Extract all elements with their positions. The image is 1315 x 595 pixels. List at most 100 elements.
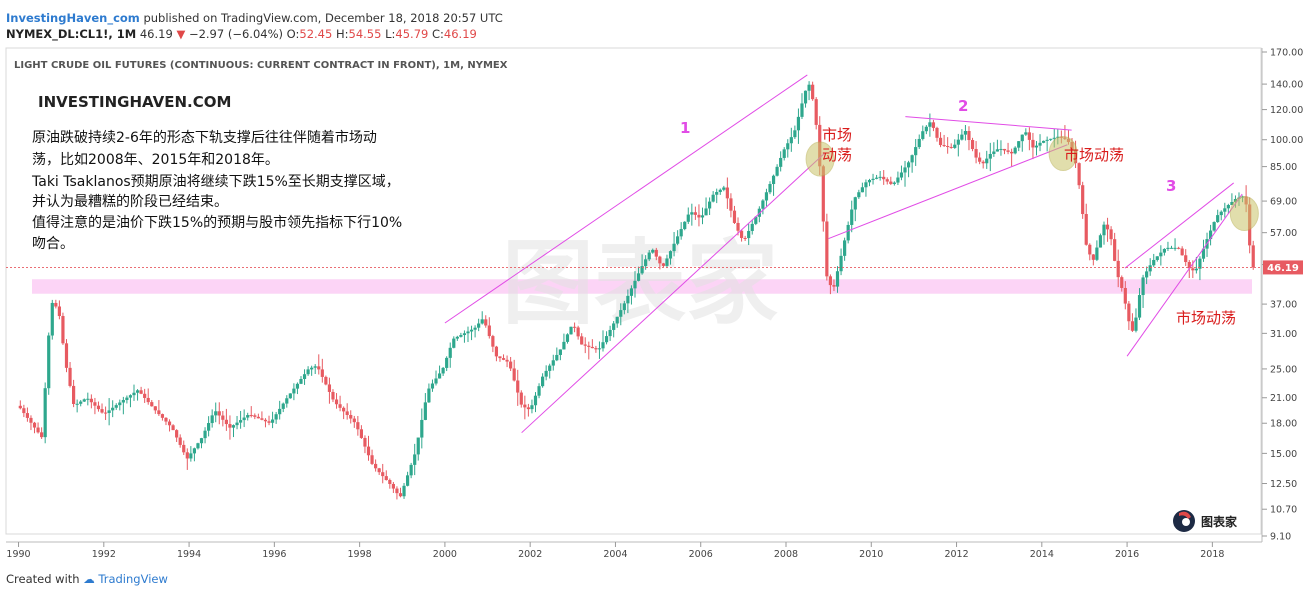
y-tick-label: 31.00 (1270, 329, 1297, 340)
highlight-circle (1229, 196, 1259, 232)
candle-body (175, 430, 179, 438)
candle-body (697, 214, 701, 218)
candle-body (672, 243, 676, 252)
candle-body (537, 386, 541, 396)
x-tick-label: 2004 (603, 549, 627, 560)
publish-line: InvestingHaven_com published on TradingV… (6, 10, 503, 26)
candle-body (1120, 277, 1124, 288)
y-tick-label: 57.00 (1270, 228, 1297, 239)
candle-body (445, 357, 449, 368)
candle-body (306, 369, 310, 375)
candle-body (128, 395, 133, 398)
candle-body (509, 361, 513, 369)
publisher-link[interactable]: InvestingHaven_com (6, 11, 140, 25)
candle-body (690, 212, 694, 215)
candle-body (636, 273, 641, 281)
candle-body (1091, 254, 1095, 260)
candle-body (963, 130, 968, 135)
candle-body (967, 130, 971, 141)
candle-body (434, 378, 438, 384)
candle-body (139, 390, 143, 394)
candle-body (970, 140, 975, 150)
candle-body (1230, 202, 1234, 206)
candle-body (1123, 287, 1127, 304)
candle-body (992, 151, 996, 154)
turbulence-label-2018: 市场动荡 (1176, 309, 1236, 327)
candle-body (771, 175, 776, 185)
candle-body (1095, 247, 1099, 260)
candle-body (764, 192, 769, 201)
candle-body (331, 391, 335, 400)
candle-body (150, 402, 154, 407)
trend-line (1126, 193, 1243, 357)
candle-body (512, 368, 516, 381)
candle-body (242, 417, 246, 421)
candle-body (1006, 150, 1010, 152)
candle-body (501, 358, 506, 360)
pattern-number-1: 1 (680, 119, 690, 137)
candle-body (604, 336, 609, 343)
tradingview-cloud-icon: ☁ (83, 572, 95, 586)
candle-body (676, 236, 680, 244)
candle-body (1027, 132, 1031, 140)
candle-body (594, 348, 598, 350)
candle-body (1166, 247, 1170, 249)
trend-line (905, 116, 1072, 131)
candle-body (409, 464, 413, 476)
candle-body (871, 178, 875, 180)
candle-body (1216, 215, 1220, 223)
pattern-number-2: 2 (958, 97, 968, 115)
candle-body (956, 139, 960, 145)
candle-body (551, 360, 555, 366)
candle-body (786, 143, 790, 150)
candle-body (953, 144, 957, 148)
candle-body (949, 146, 953, 148)
candle-body (260, 418, 264, 420)
candle-body (61, 316, 65, 344)
candle-body (519, 392, 523, 405)
turbulence-label-2008-b: 动荡 (822, 146, 852, 164)
candle-body (111, 407, 115, 411)
candle-body (1052, 137, 1056, 139)
candle-body (235, 422, 239, 426)
candle-body (420, 419, 424, 438)
candle-body (43, 388, 47, 438)
x-tick-label: 2002 (518, 549, 542, 560)
trend-line (444, 74, 808, 324)
candle-body (999, 148, 1003, 150)
candle-body (910, 155, 914, 163)
candle-body (338, 404, 342, 408)
candle-body (828, 276, 833, 286)
candle-body (807, 84, 811, 91)
candle-body (612, 323, 616, 330)
tradingview-link[interactable]: TradingView (98, 572, 168, 586)
candle-body (405, 475, 410, 486)
last-price-label: 46.19 (1267, 263, 1299, 274)
candle-body (530, 405, 534, 410)
candle-body (754, 216, 758, 224)
candle-body (207, 423, 211, 431)
candle-body (18, 405, 22, 409)
candle-body (359, 429, 363, 438)
candle-body (878, 176, 882, 178)
symbol-label[interactable]: NYMEX_DL:CL1!, 1M (6, 27, 137, 41)
published-text: published on TradingView.com, December 1… (143, 11, 503, 25)
candle-body (935, 127, 939, 138)
candle-body (938, 137, 943, 146)
candle-body (985, 158, 989, 164)
candle-body (157, 410, 161, 415)
candle-body (427, 388, 431, 403)
candle-body (1169, 247, 1174, 249)
candle-body (651, 249, 655, 253)
candle-body (960, 134, 964, 140)
candle-body (729, 198, 733, 211)
candle-body (1102, 224, 1106, 236)
y-tick-label: 18.00 (1270, 419, 1297, 430)
candle-body (608, 329, 612, 337)
candle-body (921, 131, 925, 139)
candle-body (1152, 259, 1156, 266)
candle-body (363, 437, 367, 447)
trend-line (521, 153, 825, 434)
candle-body (249, 415, 253, 417)
